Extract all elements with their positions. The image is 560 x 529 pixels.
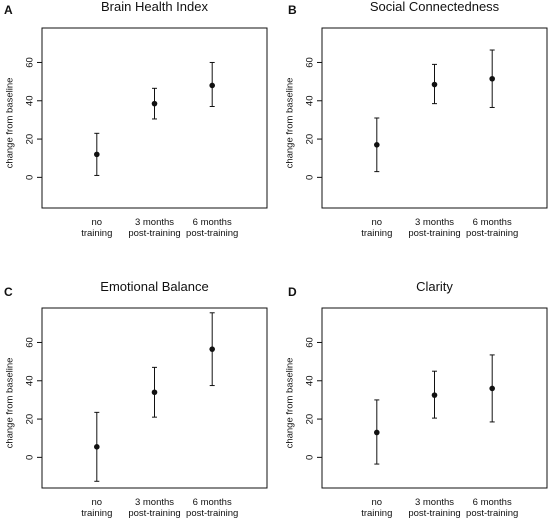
category-label: 6 months [473, 497, 512, 508]
panel-a: A Brain Health Index change from baseline 0… [4, 0, 268, 239]
data-point [431, 81, 438, 88]
y-tick-label: 0 [25, 455, 36, 460]
y-tick-label: 20 [25, 134, 36, 145]
y-tick-label: 20 [25, 414, 36, 425]
y-axis-label: change from baseline [285, 358, 296, 449]
chart-title: Social Connectedness [370, 0, 500, 14]
data-point [209, 82, 215, 89]
category-label: no [92, 217, 103, 228]
data-point [489, 385, 495, 392]
panel-letter: C [4, 285, 13, 299]
category-label: no [372, 217, 383, 228]
data-point [94, 151, 100, 158]
y-tick-label: 60 [305, 57, 316, 68]
panel-letter: D [288, 285, 297, 299]
y-tick-label: 20 [305, 134, 316, 145]
category-label: training [81, 228, 112, 239]
panel-d: D Clarity change from baseline 0 20 40 60 notra… [285, 279, 548, 519]
plot-frame [321, 27, 548, 209]
category-label: post-training [408, 228, 460, 239]
data-point [374, 429, 380, 436]
plot-frame [321, 307, 548, 489]
category-label: post-training [128, 508, 180, 519]
y-tick-label: 0 [305, 455, 316, 460]
category-label: post-training [466, 228, 518, 239]
category-label: post-training [466, 508, 518, 519]
y-tick-label: 60 [25, 337, 36, 348]
category-label: training [361, 508, 392, 519]
data-point [151, 389, 158, 396]
category-label: 3 months [135, 497, 174, 508]
y-tick-label: 40 [25, 375, 36, 386]
category-label: post-training [186, 228, 238, 239]
panel-b: B Social Connectedness change from baselin… [285, 0, 548, 239]
y-tick-label: 40 [25, 95, 36, 106]
category-label: 6 months [193, 217, 232, 228]
data-point [374, 142, 380, 148]
category-label: 3 months [415, 217, 454, 228]
y-tick-label: 40 [305, 375, 316, 386]
plot-frame [41, 307, 268, 489]
y-axis-label: change from baseline [5, 358, 16, 449]
y-axis-label: change from baseline [285, 78, 296, 169]
category-label: 6 months [193, 497, 232, 508]
data-point [151, 100, 158, 107]
y-tick-label: 0 [25, 175, 36, 180]
chart-title: Emotional Balance [100, 279, 208, 294]
y-tick-label: 0 [305, 175, 316, 180]
y-tick-label: 60 [305, 337, 316, 348]
category-label: no [92, 497, 103, 508]
category-label: post-training [186, 508, 238, 519]
panel-letter: A [4, 3, 13, 17]
y-tick-label: 40 [305, 95, 316, 106]
category-label: 3 months [135, 217, 174, 228]
data-point [489, 75, 495, 82]
category-label: 3 months [415, 497, 454, 508]
y-axis-label: change from baseline [5, 78, 16, 169]
category-label: training [81, 508, 112, 519]
data-point [94, 444, 100, 450]
category-label: 6 months [473, 217, 512, 228]
chart-title: Brain Health Index [101, 0, 208, 14]
y-tick-label: 60 [25, 57, 36, 68]
category-label: post-training [408, 508, 460, 519]
y-tick-label: 20 [305, 414, 316, 425]
chart-title: Clarity [416, 279, 453, 294]
category-label: no [372, 497, 383, 508]
data-point [431, 392, 438, 398]
plot-frame [41, 27, 268, 209]
panel-letter: B [288, 3, 297, 17]
data-point [209, 346, 215, 352]
category-label: training [361, 228, 392, 239]
panel-c: C Emotional Balance change from baseline 0 2… [4, 279, 268, 519]
category-label: post-training [128, 228, 180, 239]
